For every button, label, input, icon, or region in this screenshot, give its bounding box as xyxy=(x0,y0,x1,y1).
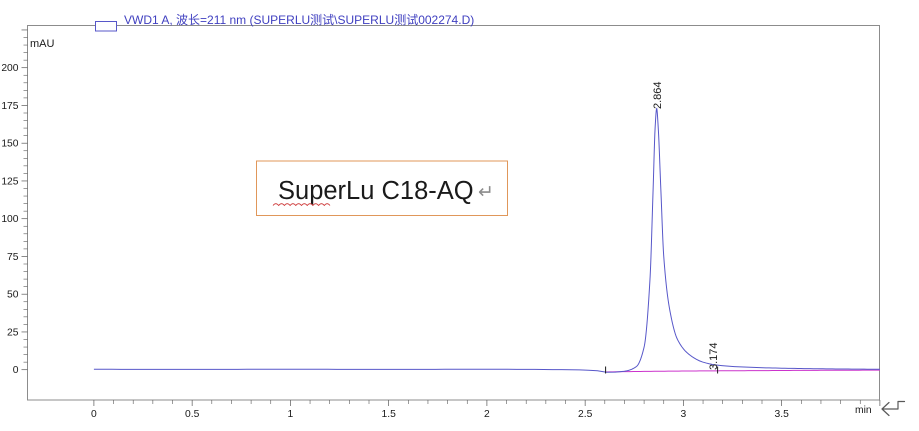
svg-text:175: 175 xyxy=(1,101,18,112)
svg-text:200: 200 xyxy=(1,63,18,74)
svg-text:2.864: 2.864 xyxy=(652,81,664,109)
svg-text:VWD1 A, 波长=211 nm (SUPERLU测试\S: VWD1 A, 波长=211 nm (SUPERLU测试\SUPERLU测试00… xyxy=(124,12,474,27)
svg-text:0: 0 xyxy=(13,365,19,376)
svg-text:2: 2 xyxy=(484,409,490,420)
svg-text:0: 0 xyxy=(91,409,97,420)
svg-text:1: 1 xyxy=(288,409,294,420)
svg-text:0.5: 0.5 xyxy=(185,409,200,420)
svg-text:3.5: 3.5 xyxy=(774,409,789,420)
svg-text:100: 100 xyxy=(1,214,18,225)
svg-text:150: 150 xyxy=(1,139,18,150)
svg-text:3.174: 3.174 xyxy=(708,342,720,370)
svg-text:1.5: 1.5 xyxy=(381,409,396,420)
svg-text:50: 50 xyxy=(7,290,19,301)
svg-text:SuperLu C18-AQ: SuperLu C18-AQ xyxy=(278,177,474,205)
svg-text:125: 125 xyxy=(1,176,18,187)
svg-text:mAU: mAU xyxy=(30,38,55,50)
svg-text:25: 25 xyxy=(7,327,19,338)
svg-text:3: 3 xyxy=(681,409,687,420)
svg-text:2.5: 2.5 xyxy=(578,409,593,420)
svg-text:75: 75 xyxy=(7,252,19,263)
svg-text:min: min xyxy=(855,405,872,416)
svg-text:↵: ↵ xyxy=(478,182,494,203)
